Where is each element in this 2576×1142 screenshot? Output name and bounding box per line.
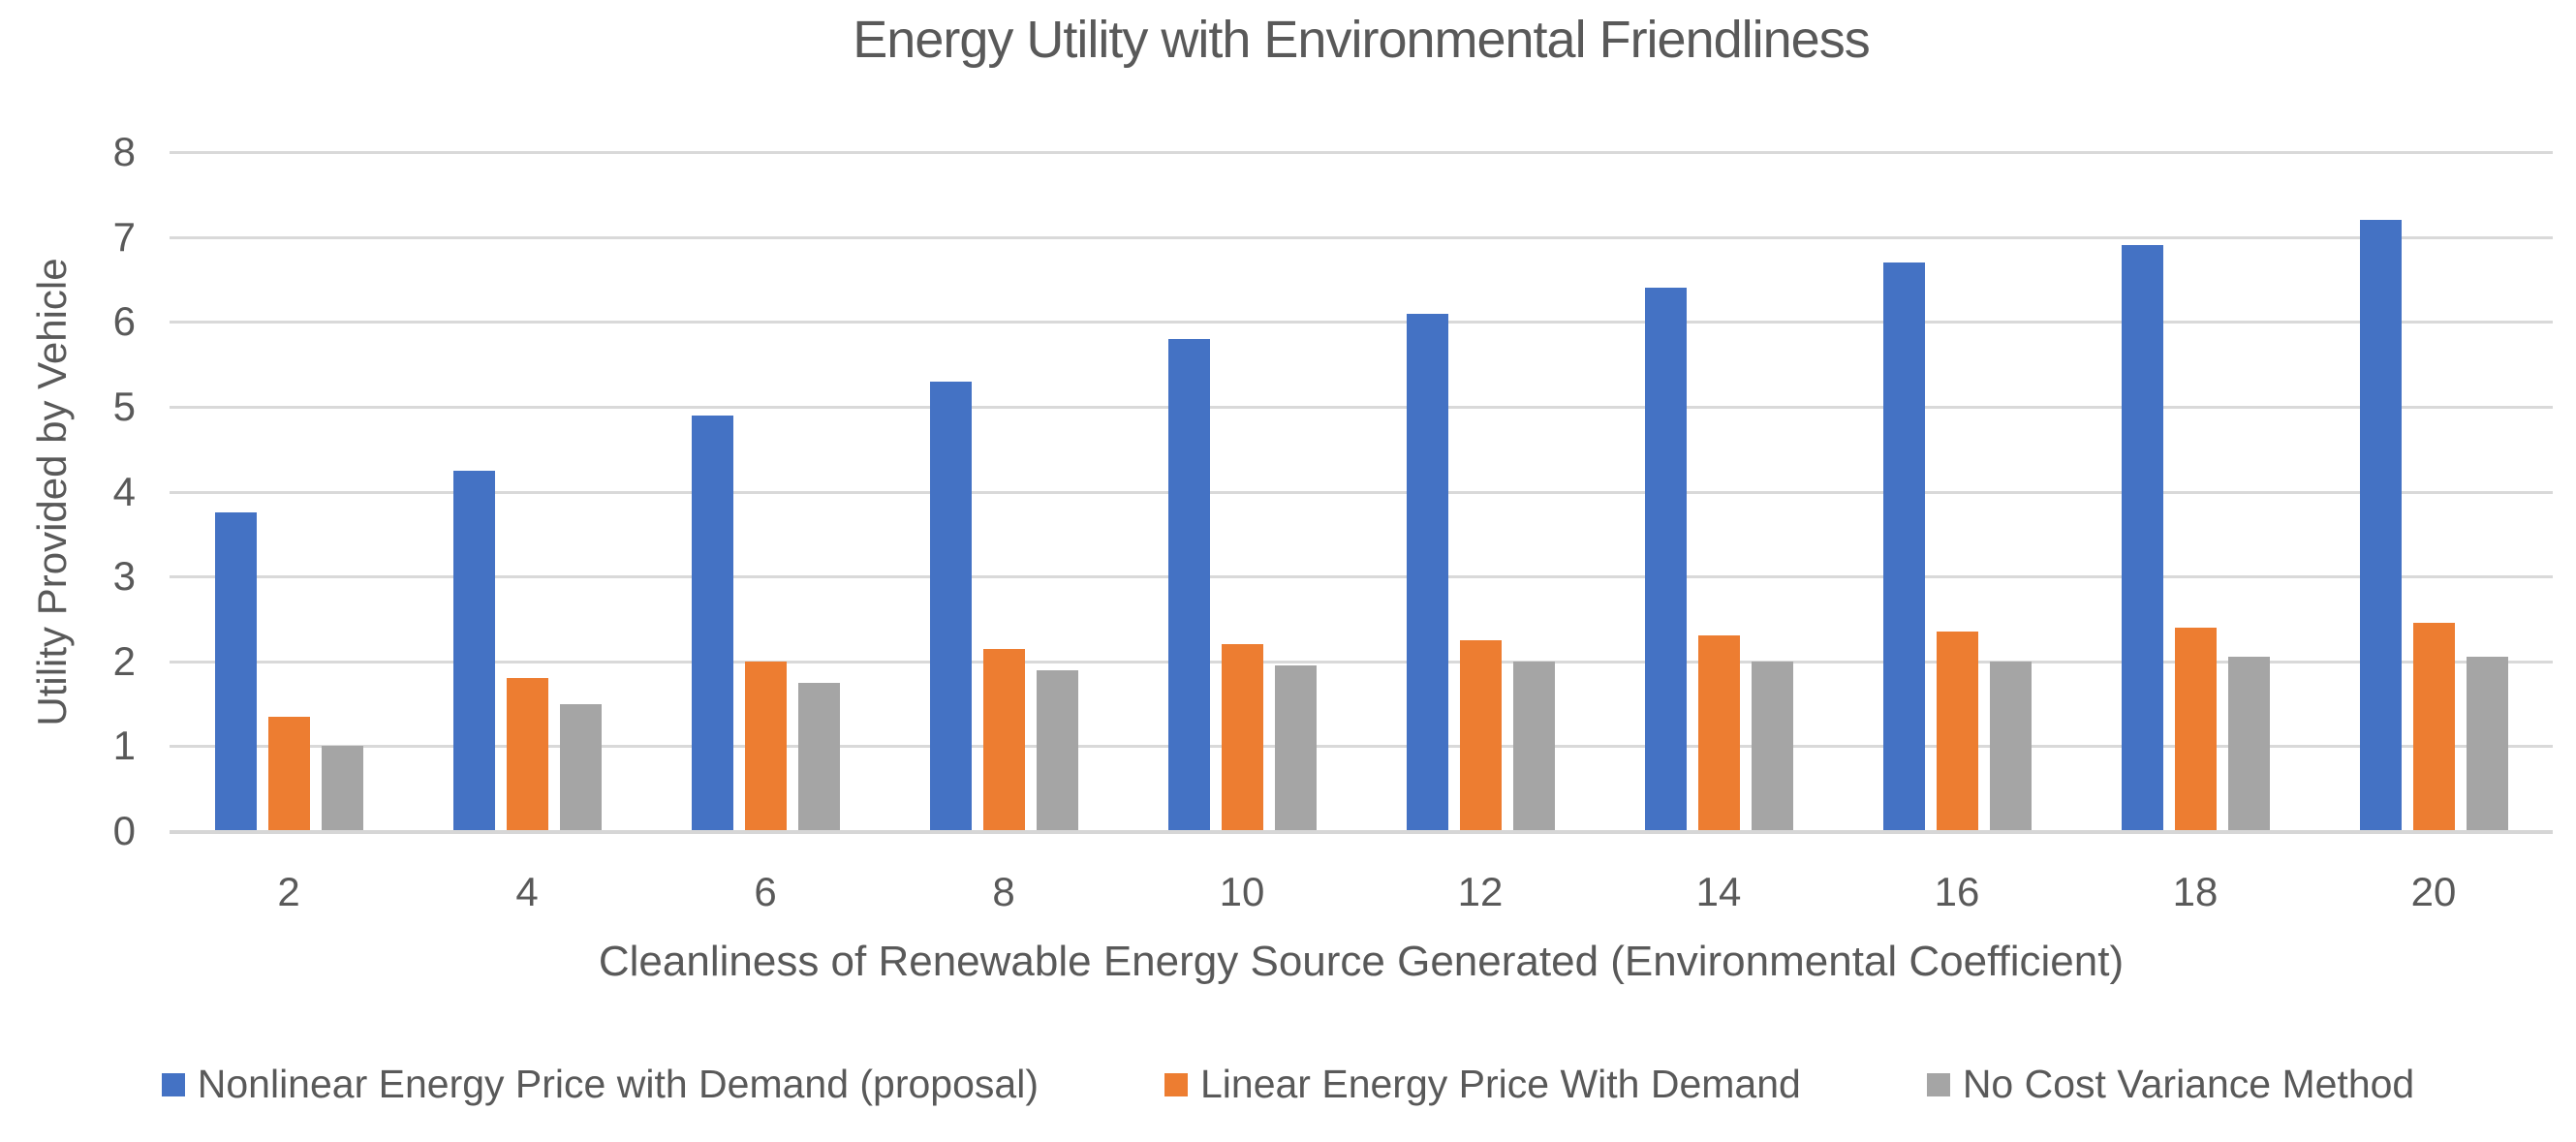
x-tick-label: 8	[992, 869, 1015, 914]
bar	[1882, 262, 1925, 831]
bar	[1406, 313, 1448, 831]
y-axis-ticks: 0 1 2 3 4 5 6 7 8	[0, 129, 136, 853]
bar	[2412, 623, 2455, 831]
bar-group	[408, 152, 646, 831]
bar	[929, 381, 972, 831]
bar	[1036, 669, 1078, 831]
bar	[797, 682, 840, 831]
x-tick-label: 4	[515, 869, 539, 914]
y-tick-label: 1	[112, 723, 136, 769]
y-tick-label: 5	[112, 383, 136, 429]
x-tick-label: 12	[1457, 869, 1504, 914]
bar	[267, 716, 310, 831]
legend-item: No Cost Variance Method	[1926, 1062, 2415, 1107]
gridline	[170, 575, 2553, 579]
y-tick-label: 0	[112, 808, 136, 853]
bar	[1167, 338, 1210, 831]
bars-layer	[170, 152, 2553, 831]
bar-group	[1838, 152, 2076, 831]
bar	[1644, 288, 1687, 831]
bar	[1274, 665, 1317, 831]
legend-marker-icon	[161, 1072, 185, 1096]
legend-label: No Cost Variance Method	[1962, 1062, 2415, 1106]
bar	[2174, 627, 2217, 831]
bar	[744, 661, 787, 831]
bar	[1751, 661, 1793, 831]
x-axis-ticks: 2 4 6 8 10 12 14 16 18 20	[170, 869, 2553, 915]
x-tick-label: 16	[1934, 869, 1980, 914]
bar	[1697, 635, 1740, 831]
x-tick-label: 14	[1695, 869, 1742, 914]
bar	[2227, 657, 2270, 831]
bar-group	[1361, 152, 1599, 831]
plot-area	[170, 151, 2553, 834]
x-tick-label: 10	[1219, 869, 1265, 914]
bar	[2359, 220, 2402, 831]
bar	[691, 415, 733, 831]
bar	[321, 746, 363, 831]
legend-marker-icon	[1164, 1072, 1188, 1096]
bar	[1512, 661, 1555, 831]
bar-group	[2314, 152, 2553, 831]
gridline	[170, 235, 2553, 239]
y-tick-label: 7	[112, 213, 136, 260]
gridline	[170, 151, 2553, 154]
chart-title: Energy Utility with Environmental Friend…	[853, 11, 1870, 69]
gridline	[170, 490, 2553, 494]
x-tick-label: 6	[754, 869, 777, 914]
x-axis-title: Cleanliness of Renewable Energy Source G…	[598, 938, 2125, 985]
bar-group	[885, 152, 1123, 831]
y-tick-label: 8	[112, 129, 136, 174]
legend-label: Nonlinear Energy Price with Demand (prop…	[197, 1062, 1039, 1106]
bar	[214, 512, 257, 831]
legend: Nonlinear Energy Price with Demand (prop…	[0, 1062, 2576, 1107]
gridline	[170, 745, 2553, 749]
bar	[559, 703, 602, 831]
bar	[2466, 657, 2508, 831]
bar	[1221, 644, 1263, 831]
bar	[1989, 661, 2032, 831]
y-tick-label: 4	[112, 468, 136, 514]
gridline	[170, 660, 2553, 664]
bar-group	[646, 152, 885, 831]
x-tick-label: 2	[277, 869, 300, 914]
bar-group	[170, 152, 408, 831]
gridline	[170, 321, 2553, 324]
bar	[1936, 632, 1978, 831]
x-tick-label: 18	[2172, 869, 2219, 914]
x-tick-label: 20	[2410, 869, 2457, 914]
bar-group	[1123, 152, 1361, 831]
gridline	[170, 405, 2553, 409]
bar	[452, 470, 495, 831]
y-tick-label: 6	[112, 298, 136, 345]
bar	[506, 678, 548, 831]
y-tick-label: 2	[112, 637, 136, 684]
bar-group	[1599, 152, 1838, 831]
bar	[1459, 639, 1502, 831]
legend-marker-icon	[1926, 1072, 1950, 1096]
bar	[982, 648, 1025, 831]
legend-item: Linear Energy Price With Demand	[1164, 1062, 1801, 1107]
bar-group	[2076, 152, 2314, 831]
x-axis-baseline	[170, 830, 2553, 834]
y-tick-label: 3	[112, 553, 136, 600]
legend-label: Linear Energy Price With Demand	[1199, 1062, 1801, 1106]
bar	[2121, 245, 2163, 831]
legend-item: Nonlinear Energy Price with Demand (prop…	[161, 1062, 1039, 1107]
